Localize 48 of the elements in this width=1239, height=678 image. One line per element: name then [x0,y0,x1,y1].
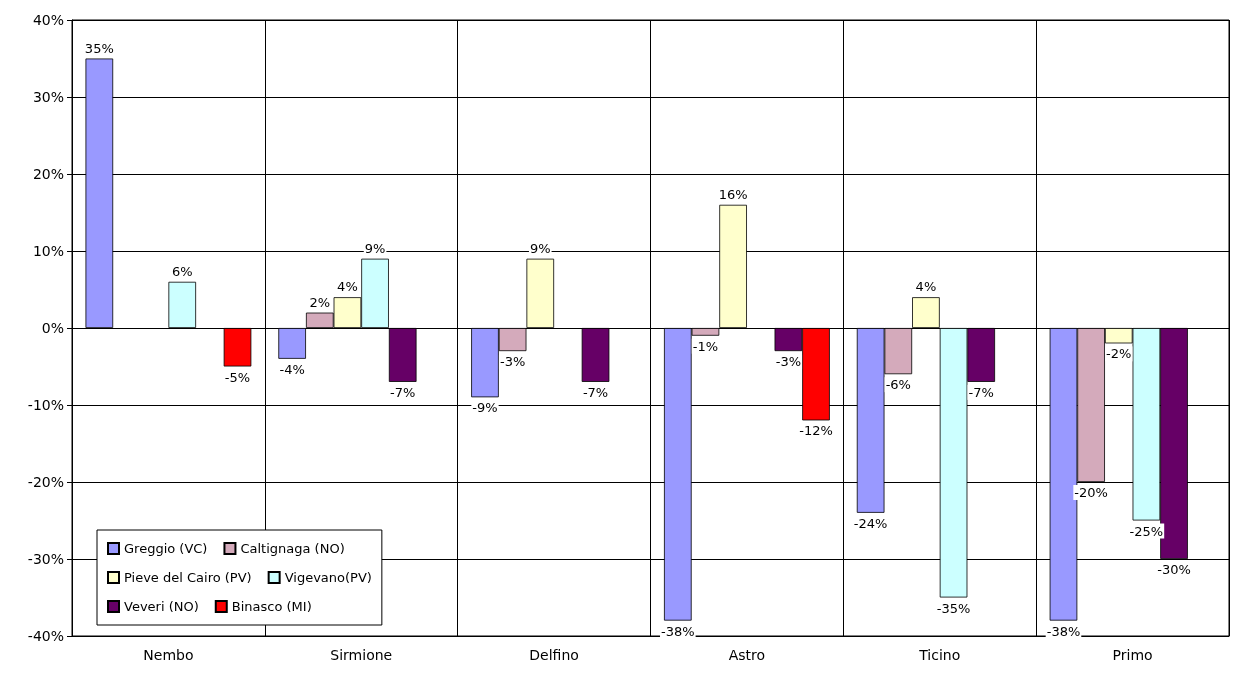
data-label: -5% [224,369,251,385]
x-tick-label: Ticino [918,647,961,663]
y-tick-label: -10% [27,397,64,413]
y-tick-label: -40% [27,628,64,644]
data-label: -1% [692,338,719,354]
x-tick-label: Primo [1112,647,1153,663]
data-label: -3% [499,354,526,370]
x-tick-label: Astro [728,647,766,663]
y-tick-label: -20% [27,474,64,490]
data-label: 4% [915,279,937,295]
legend-label: Greggio (VC) [124,541,208,556]
y-tick-label: 40% [32,12,64,28]
y-tick-label: 20% [32,166,64,182]
legend-label: Binasco (MI) [231,599,312,614]
data-label: -6% [885,377,911,393]
data-label: -4% [279,361,305,377]
data-label: -38% [661,623,695,639]
data-label: -3% [775,354,802,370]
data-label: -9% [472,400,498,416]
data-label: 9% [364,240,386,256]
data-label: -20% [1074,485,1108,500]
data-label: -30% [1157,562,1191,577]
y-tick-label: 0% [41,320,64,336]
y-tick-label: -30% [27,551,64,567]
data-label: -2% [1106,346,1132,362]
data-label: -25% [1129,523,1164,539]
data-label: -24% [853,515,888,531]
data-label: -7% [968,384,994,400]
x-tick-label: Sirmione [330,647,393,663]
data-label: -7% [582,384,609,400]
data-label: -38% [1046,623,1081,639]
data-label: 16% [718,186,748,202]
x-tick-label: Delfino [529,647,579,663]
data-label: 9% [529,240,551,256]
legend-label: Vigevano(PV) [284,570,372,585]
data-label: 35% [84,40,114,56]
data-label: 4% [337,279,358,295]
x-tick-label: Nembo [143,647,194,663]
data-label: -12% [799,423,833,439]
legend-label: Caltignaga (NO) [240,541,345,556]
data-label: -35% [936,600,971,616]
y-tick-label: 10% [32,243,64,259]
data-label: 2% [309,294,331,310]
legend-label: Veveri (NO) [124,599,199,614]
data-label: 6% [171,263,193,279]
y-tick-label: 30% [32,89,64,105]
data-label: -7% [390,384,416,400]
legend-label: Pieve del Cairo (PV) [124,570,252,585]
